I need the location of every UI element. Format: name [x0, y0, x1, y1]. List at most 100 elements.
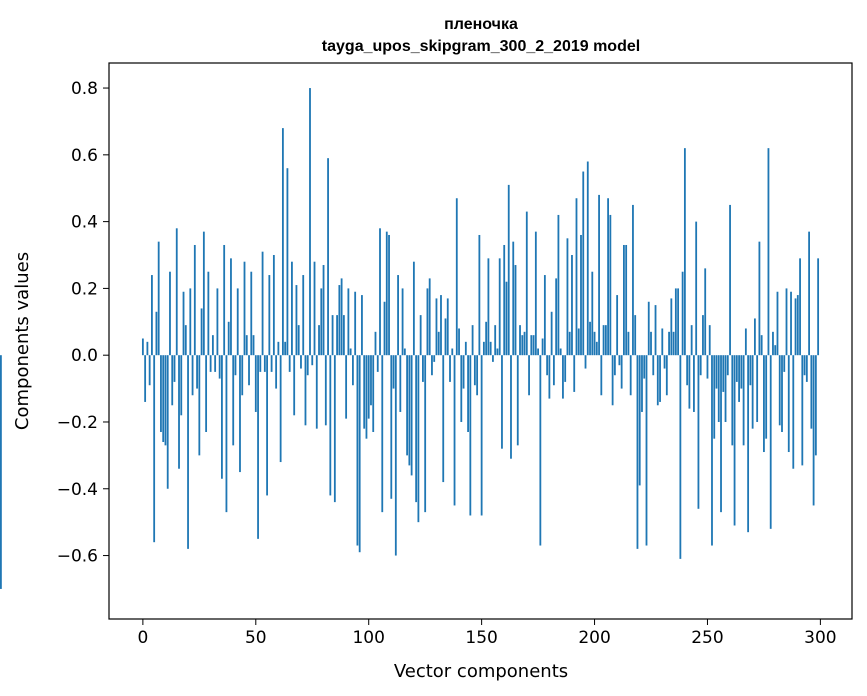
bar	[331, 315, 334, 356]
y-tick-label: 0.4	[71, 213, 98, 233]
bar	[521, 335, 524, 356]
chart-subtitle: tayga_upos_skipgram_300_2_2019 model	[322, 38, 640, 55]
bar	[695, 221, 698, 356]
bar	[388, 234, 390, 356]
bar	[559, 348, 562, 356]
bar	[706, 355, 709, 379]
bar	[164, 355, 167, 446]
bar	[151, 275, 153, 356]
bar	[812, 355, 815, 506]
bar	[0, 355, 2, 589]
bar	[496, 348, 499, 356]
bar	[288, 355, 291, 372]
bar	[803, 355, 806, 376]
bar	[726, 355, 729, 376]
bar	[453, 355, 456, 506]
bar	[349, 348, 352, 356]
bar	[462, 355, 465, 389]
y-tick-label: 0.6	[71, 146, 98, 166]
bar	[683, 148, 686, 356]
bar	[810, 355, 813, 429]
bar	[546, 355, 549, 376]
bar	[663, 355, 666, 369]
bar	[573, 355, 576, 392]
bar	[690, 325, 693, 356]
bar	[293, 355, 296, 416]
bar	[514, 265, 517, 356]
bar	[654, 305, 657, 356]
bar	[363, 355, 366, 429]
bar	[187, 355, 189, 549]
bar	[392, 355, 395, 389]
bar	[672, 331, 675, 356]
bar	[623, 244, 625, 356]
bar	[643, 355, 646, 379]
bar	[729, 204, 731, 356]
bar	[661, 328, 664, 356]
bar	[505, 281, 508, 356]
bar	[435, 298, 438, 356]
bar	[568, 331, 571, 356]
bar	[564, 355, 567, 382]
bar	[525, 211, 528, 356]
y-tick-label: 0.0	[71, 346, 98, 366]
bar	[697, 355, 700, 509]
bar	[817, 258, 820, 356]
bar	[785, 288, 788, 356]
bar	[318, 325, 320, 356]
bar	[401, 288, 404, 356]
bar	[476, 355, 479, 396]
bar	[232, 355, 235, 446]
bar	[566, 238, 569, 356]
bar	[713, 355, 716, 439]
bar	[571, 255, 573, 356]
bar	[738, 355, 740, 402]
y-axis-label: Components values	[12, 252, 33, 430]
bar	[717, 355, 720, 422]
bar	[342, 315, 345, 356]
bar	[275, 355, 278, 389]
bar	[543, 275, 546, 356]
bar	[498, 258, 501, 356]
bar	[747, 355, 750, 533]
bar	[774, 345, 777, 356]
bar	[471, 325, 474, 356]
y-tick-label: −0.2	[57, 413, 98, 433]
bar	[257, 355, 259, 539]
bar	[320, 288, 323, 356]
bar	[216, 288, 219, 356]
bar	[322, 265, 325, 356]
bar	[239, 355, 241, 473]
bar	[354, 291, 357, 356]
bar	[313, 261, 316, 356]
bar	[582, 171, 585, 356]
bar	[593, 331, 596, 356]
bar	[530, 335, 533, 356]
bar	[162, 355, 165, 443]
bar	[211, 335, 214, 356]
chart-title: пленочка	[444, 16, 518, 33]
bar	[248, 355, 250, 386]
bar	[742, 355, 745, 446]
bar	[656, 355, 659, 406]
bar	[460, 355, 463, 422]
bar	[277, 341, 280, 356]
bars-group	[0, 88, 820, 589]
bar	[284, 341, 287, 356]
bar	[263, 355, 266, 372]
bar	[385, 231, 388, 356]
plot-frame	[108, 62, 853, 620]
bar	[492, 355, 494, 362]
bar	[279, 355, 282, 463]
bar	[144, 355, 147, 402]
bar	[641, 355, 643, 412]
bar	[444, 318, 447, 356]
bar	[485, 321, 488, 356]
bar	[776, 291, 779, 356]
bar	[584, 355, 587, 369]
bar	[796, 295, 799, 356]
y-tick-label: 0.2	[71, 279, 98, 299]
bar	[191, 355, 194, 396]
bar	[225, 355, 228, 513]
